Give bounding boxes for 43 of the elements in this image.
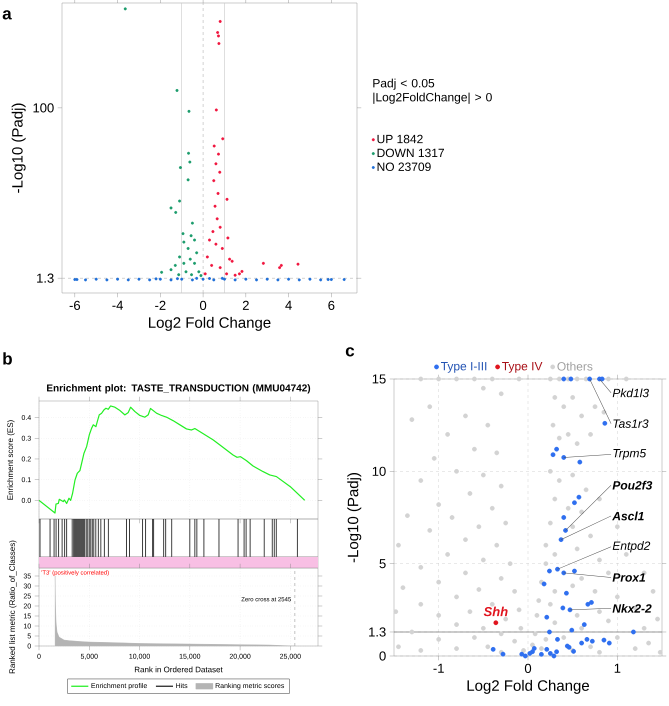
x-tick-label: 1 xyxy=(614,664,620,673)
x-axis-title: Rank in Ordered Dataset xyxy=(134,666,223,672)
y-tick-label: 5 xyxy=(379,559,386,568)
legend-label: Type IV xyxy=(502,362,542,373)
x-tick-label: -2 xyxy=(155,300,166,310)
legend-title: Padj < 0.05 |Log2FoldChange| > 0 xyxy=(373,78,492,104)
annotation: Entpd2 xyxy=(612,541,650,552)
x-axis-title: Log2 Fold Change xyxy=(468,680,590,694)
annotation: Pou2f3 xyxy=(612,480,652,490)
x-tick-label: 4 xyxy=(285,300,292,310)
chart-title: Enrichment plot: TASTE_TRANSDUCTION (MMU04742) xyxy=(47,384,310,394)
annotation: Prox1 xyxy=(612,573,646,582)
y-tick-label: 15 xyxy=(372,374,386,384)
y-axis-title: -Log10 (Padj) xyxy=(12,104,26,193)
y-axis-title: Ranked list metric (Ratio_of_Classes) xyxy=(9,540,17,674)
x-tick-label: 0 xyxy=(524,664,532,674)
annotation: Tas1r3 xyxy=(613,419,648,428)
x-axis-title: Log2 Fold Change xyxy=(149,316,270,331)
legend-label: DOWN 1317 xyxy=(378,148,444,158)
annotation: Nkx2-2 xyxy=(612,604,652,613)
x-tick-label: 6 xyxy=(328,300,334,310)
x-tick-label: -1 xyxy=(433,664,444,673)
text: b xyxy=(3,352,12,365)
legend-label: UP 1842 xyxy=(378,134,423,144)
y-axis-title: Enrichment score (ES) xyxy=(7,420,15,500)
annotation: Ascl1 xyxy=(612,512,644,520)
y-tick-label: 1.3 xyxy=(37,274,54,283)
x-tick-label: -6 xyxy=(70,300,80,310)
annotation: Trpm5 xyxy=(613,449,646,460)
x-tick-label: 2 xyxy=(242,300,249,310)
y-tick-label: 100 xyxy=(33,103,54,112)
x-tick-label: 0 xyxy=(200,300,206,310)
y-tick-label: 1.3 xyxy=(369,627,386,637)
y-axis-title: -Log10 (Padj) xyxy=(347,473,362,562)
legend-label: Type I-III xyxy=(440,362,486,373)
text: c xyxy=(346,347,354,357)
legend-label: Others xyxy=(557,362,592,371)
y-tick-label: 10 xyxy=(372,466,386,476)
annotation: Shh xyxy=(484,606,508,616)
text: a xyxy=(2,10,12,20)
x-tick-label: -4 xyxy=(112,300,123,310)
legend-label: NO 23709 xyxy=(378,162,431,172)
annotation: Pkd1l3 xyxy=(612,388,649,398)
